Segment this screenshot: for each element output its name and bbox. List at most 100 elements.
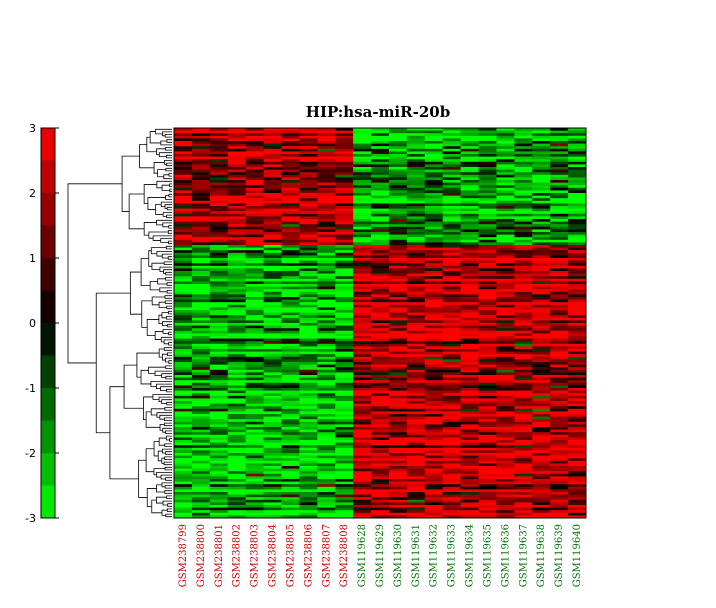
heatmap-cell: [388, 471, 408, 475]
heatmap-cell: [442, 442, 462, 446]
heatmap-cell: [191, 512, 211, 516]
heatmap-cell: [353, 260, 372, 264]
heatmap-cell: [245, 427, 264, 430]
heatmap-cell: [209, 193, 229, 196]
heatmap-cell: [335, 362, 354, 365]
heatmap-cell: [514, 151, 533, 155]
heatmap-cell: [496, 463, 515, 467]
dendrogram-branch: [164, 417, 172, 421]
heatmap-cell: [174, 445, 193, 449]
heatmap-cell: [424, 403, 444, 407]
heatmap-cell: [478, 432, 497, 436]
heatmap-cell: [460, 177, 479, 181]
heatmap-cell: [496, 180, 515, 183]
heatmap-cell: [281, 354, 300, 358]
heatmap-cell: [335, 427, 354, 430]
heatmap-cell: [299, 489, 318, 493]
heatmap-cell: [532, 151, 551, 155]
heatmap-cell: [227, 193, 247, 196]
heatmap-cell: [388, 393, 408, 397]
heatmap-cell: [514, 221, 533, 225]
heatmap-cell: [478, 476, 497, 480]
heatmap-cell: [263, 450, 282, 454]
heatmap-cell: [209, 445, 229, 449]
heatmap-cell: [371, 221, 390, 225]
heatmap-cell: [353, 442, 372, 446]
heatmap-cell: [317, 226, 336, 230]
heatmap-cell: [245, 356, 264, 360]
heatmap-cell: [353, 356, 372, 360]
heatmap-cell: [209, 156, 229, 160]
heatmap-cell: [245, 330, 264, 334]
heatmap-cell: [299, 206, 318, 209]
heatmap-cell: [281, 250, 300, 254]
heatmap-cell: [550, 343, 569, 347]
heatmap-cell: [568, 466, 587, 469]
heatmap-cell: [424, 388, 444, 391]
heatmap-cell: [550, 403, 569, 407]
heatmap-cell: [550, 299, 569, 303]
heatmap-cell: [388, 336, 408, 339]
heatmap-cell: [174, 239, 193, 243]
heatmap-cell: [442, 182, 462, 186]
heatmap-cell: [335, 336, 354, 339]
heatmap-cell: [550, 273, 569, 277]
heatmap-cell: [460, 273, 479, 277]
heatmap-cell: [174, 263, 193, 267]
heatmap-cell: [317, 146, 336, 150]
heatmap-cell: [460, 484, 479, 488]
heatmap-cell: [174, 354, 193, 358]
heatmap-cell: [371, 468, 390, 472]
heatmap-cell: [353, 278, 372, 282]
heatmap-cell: [209, 177, 229, 181]
heatmap-cell: [335, 190, 354, 194]
heatmap-cell: [353, 211, 372, 215]
heatmap-cell: [424, 161, 444, 165]
heatmap-cell: [496, 484, 515, 488]
dendrogram-branch: [167, 352, 172, 356]
heatmap-cell: [514, 450, 533, 454]
heatmap-cell: [424, 278, 444, 282]
heatmap-cell: [227, 317, 247, 321]
heatmap-cell: [550, 200, 569, 204]
heatmap-cell: [532, 307, 551, 311]
heatmap-cell: [442, 455, 462, 459]
heatmap-cell: [550, 375, 569, 378]
heatmap-cell: [406, 502, 426, 506]
heatmap-cell: [191, 502, 211, 506]
heatmap-cell: [317, 278, 336, 282]
heatmap-cell: [335, 382, 354, 386]
heatmap-cell: [174, 141, 193, 144]
heatmap-cell: [478, 385, 497, 389]
heatmap-cell: [406, 398, 426, 402]
heatmap-cell: [281, 260, 300, 264]
heatmap-cell: [496, 401, 515, 404]
heatmap-cell: [227, 138, 247, 142]
heatmap-cell: [317, 154, 336, 157]
heatmap-cell: [514, 320, 533, 324]
heatmap-cell: [353, 330, 372, 334]
heatmap-cell: [514, 419, 533, 423]
heatmap-cell: [191, 398, 211, 402]
heatmap-cell: [424, 247, 444, 251]
heatmap-cell: [496, 219, 515, 222]
heatmap-cell: [460, 450, 479, 454]
heatmap-cell: [227, 146, 247, 150]
heatmap-cell: [335, 219, 354, 222]
heatmap-cell: [460, 297, 479, 300]
heatmap-cell: [460, 128, 479, 131]
heatmap-cell: [406, 333, 426, 337]
heatmap-cell: [442, 502, 462, 506]
heatmap-cell: [532, 187, 551, 191]
heatmap-cell: [317, 502, 336, 506]
heatmap-cell: [550, 247, 569, 251]
heatmap-cell: [514, 143, 533, 147]
heatmap-cell: [550, 159, 569, 163]
heatmap-cell: [568, 216, 587, 220]
heatmap-cell: [406, 486, 426, 490]
heatmap-cell: [227, 442, 247, 446]
heatmap-cell: [424, 185, 444, 189]
heatmap-cell: [460, 481, 479, 485]
heatmap-cell: [442, 380, 462, 384]
heatmap-cell: [406, 510, 426, 514]
